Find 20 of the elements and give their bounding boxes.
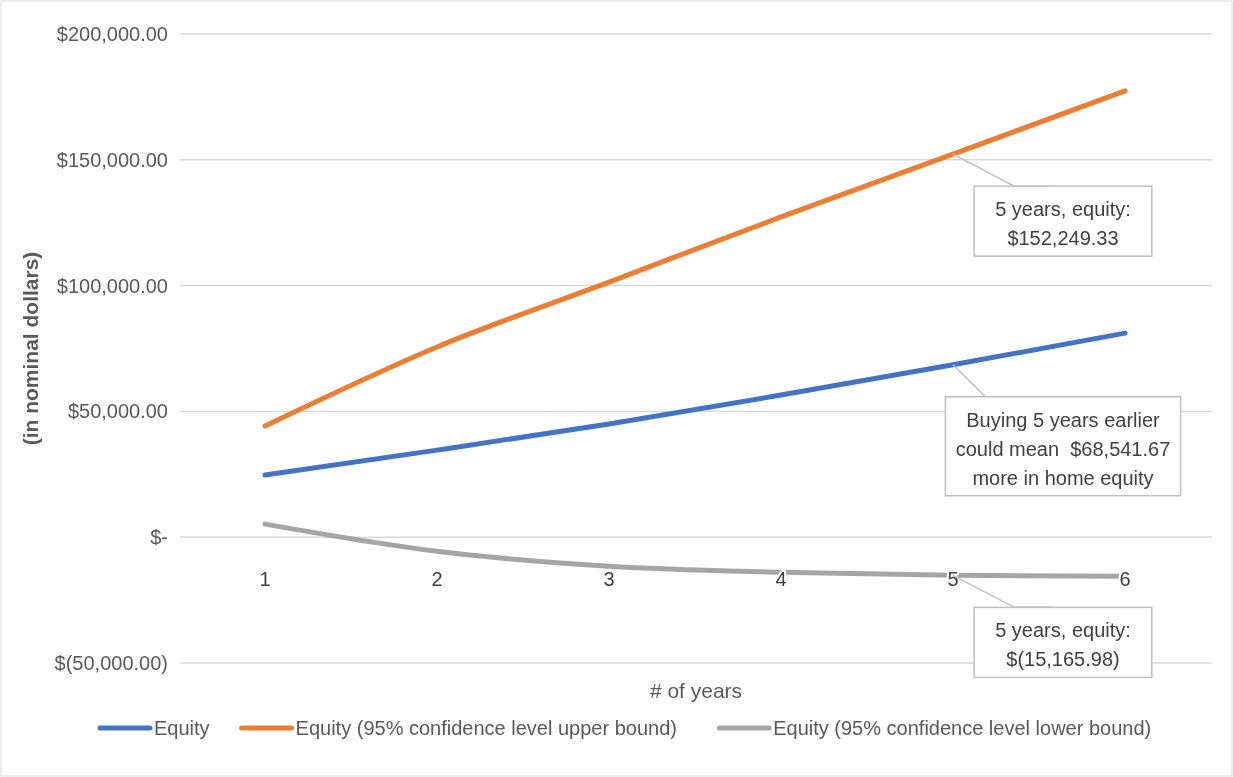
y-tick-label: $200,000.00	[56, 23, 168, 45]
y-tick-label: $-	[150, 526, 168, 549]
x-axis-title: # of years	[649, 679, 743, 702]
x-tick-label: 5	[947, 568, 959, 591]
annotation: 5 years, equity: $(15,165.98)	[995, 619, 1131, 671]
annotation: 5 years, equity: $152,249.33	[995, 198, 1131, 250]
y-tick-label: $50,000.00	[67, 400, 168, 423]
legend-label: Equity (95% confidence level lower bound)	[773, 717, 1152, 739]
y-tick-label: $(50,000.00)	[54, 652, 168, 674]
x-tick-label: 2	[431, 568, 443, 591]
y-axis-title: (in nominal dollars)	[19, 251, 42, 446]
y-tick-label: $100,000.00	[56, 274, 168, 297]
legend-label: Equity (95% confidence level upper bound)	[295, 717, 677, 739]
x-tick-label: 6	[1119, 568, 1131, 591]
legend-label: Equity	[154, 717, 210, 739]
annotation: Buying 5 years earlier could mean $68,541.67 more in home equity	[955, 408, 1171, 489]
y-tick-label: $150,000.00	[56, 148, 168, 171]
x-tick-label: 1	[259, 568, 271, 591]
x-tick-label: 4	[775, 568, 787, 591]
x-tick-label: 3	[603, 568, 615, 591]
